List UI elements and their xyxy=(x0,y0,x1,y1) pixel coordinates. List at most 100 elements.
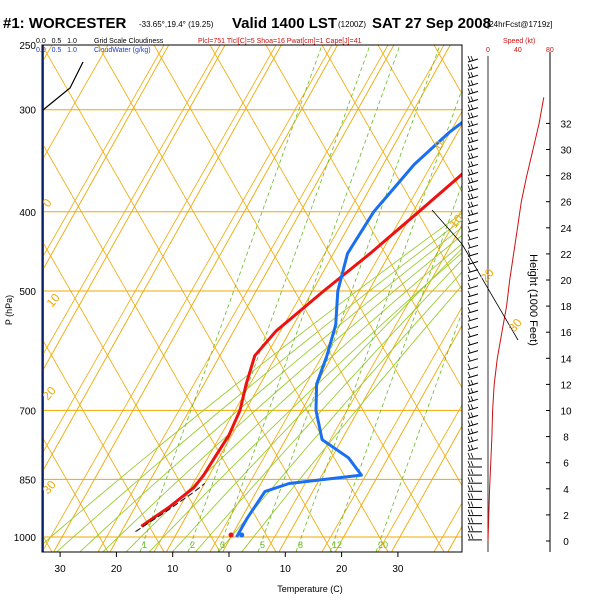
wind-barb xyxy=(468,234,478,240)
wind-barb-flag xyxy=(468,477,470,482)
wind-barb xyxy=(468,291,478,297)
isotherm-line xyxy=(223,45,507,552)
wind-barb xyxy=(468,105,478,111)
wind-barb-flag xyxy=(471,518,473,523)
wind-barb-flag xyxy=(468,80,470,85)
speed-label: Speed (kt) xyxy=(503,38,535,45)
wind-barb xyxy=(468,137,478,143)
wind-barb-flag xyxy=(468,242,470,247)
isotherm-label: 30 xyxy=(506,315,526,334)
wind-barb xyxy=(468,88,478,94)
height-tick-label: 30 xyxy=(560,146,572,157)
indices-line: Plcl=751 Tlcl[C]=5 Shoa=16 Pwat[cm]=1 Ca… xyxy=(198,38,362,45)
height-tick-label: 26 xyxy=(560,198,572,209)
wind-barb-flag xyxy=(468,453,470,458)
valid-time: Valid 1400 LST xyxy=(232,15,337,32)
y-tick-label: 250 xyxy=(19,41,36,52)
wind-barb xyxy=(468,210,478,216)
wind-barb xyxy=(468,56,478,62)
adiabat-line xyxy=(546,45,600,552)
wind-barb xyxy=(468,242,478,248)
wind-barb xyxy=(468,421,478,427)
wind-barb-flag xyxy=(471,178,473,183)
wind-barb xyxy=(468,186,478,192)
wind-barb-flag xyxy=(468,493,470,498)
wind-barb-flag xyxy=(471,88,473,93)
wind-barb xyxy=(468,372,478,378)
wind-barb-flag xyxy=(468,169,470,174)
wind-barb-flag xyxy=(468,340,470,345)
wind-barb-flag xyxy=(468,429,470,434)
utc-time: (1200Z) xyxy=(338,20,366,29)
wind-barb xyxy=(468,477,482,483)
x-tick-label: 20 xyxy=(111,564,123,575)
wind-barb-flag xyxy=(468,72,470,77)
height-tick-label: 14 xyxy=(560,354,572,365)
wind-barb xyxy=(468,502,482,508)
wind-barb-flag xyxy=(468,485,470,490)
mixing-ratio-label: 12 xyxy=(332,540,342,550)
y-axis-label: P (hPa) xyxy=(4,295,14,325)
wind-barb-flag xyxy=(468,372,470,377)
wind-barb xyxy=(468,218,478,224)
wind-barb-flag xyxy=(471,161,473,166)
wind-barb xyxy=(468,307,478,313)
wind-barb-flag xyxy=(471,105,473,110)
wind-barb-flag xyxy=(468,137,470,142)
isotherm-line xyxy=(504,45,600,552)
adiabat-line xyxy=(322,45,600,552)
wind-barb-flag xyxy=(468,437,470,442)
wind-barb-flag xyxy=(468,267,470,272)
wind-barb-flag xyxy=(471,485,473,490)
wind-barb xyxy=(468,534,482,540)
wind-barb-flag xyxy=(471,97,473,102)
wind-barb-flag xyxy=(468,364,470,369)
x-axis-label: Temperature (C) xyxy=(277,584,343,594)
wind-barb-flag xyxy=(471,429,473,434)
wind-barb-flag xyxy=(468,518,470,523)
height-tick-label: 6 xyxy=(563,459,569,470)
station-coords: -33.65°,19.4° (19.25) xyxy=(139,20,214,29)
wind-barb-flag xyxy=(468,145,470,150)
wind-barb xyxy=(468,453,482,459)
wind-barb xyxy=(468,331,478,337)
wind-barb xyxy=(468,469,482,475)
wind-barb xyxy=(468,404,478,410)
wind-barb xyxy=(468,323,478,329)
height-axis-label: Height (1000 Feet) xyxy=(527,254,539,346)
wind-barb xyxy=(468,169,478,175)
wind-barb-flag xyxy=(471,80,473,85)
wind-barb-flag xyxy=(468,445,470,450)
wind-barb-flag xyxy=(471,510,473,515)
wind-barb xyxy=(468,380,478,386)
wind-barb-flag xyxy=(468,178,470,183)
wind-barb-flag xyxy=(471,210,473,215)
wind-barb-flag xyxy=(468,186,470,191)
adiabat-line xyxy=(0,45,276,552)
plot-area xyxy=(0,45,600,554)
isotherm-label: 20 xyxy=(478,265,498,284)
wind-barb-flag xyxy=(468,259,470,264)
adiabat-line xyxy=(490,45,600,552)
wind-barb-flag xyxy=(468,275,470,280)
wind-barb-flag xyxy=(468,161,470,166)
wind-barb-flag xyxy=(468,412,470,417)
wind-barb-flag xyxy=(471,421,473,426)
wind-barb-flag xyxy=(468,526,470,531)
wind-barb-flag xyxy=(468,315,470,320)
wind-barb-flag xyxy=(468,283,470,288)
adiabat-line xyxy=(322,45,600,552)
wind-barb xyxy=(468,113,478,119)
wind-barb xyxy=(468,461,482,467)
wind-barb xyxy=(468,437,478,443)
height-tick-label: 8 xyxy=(563,433,569,444)
wind-barb-flag xyxy=(471,121,473,126)
grid-cloudiness-line xyxy=(43,62,83,110)
wind-barb-flag xyxy=(468,388,470,393)
wind-barb-flag xyxy=(471,526,473,531)
wind-barb xyxy=(468,283,478,289)
wind-barb xyxy=(468,202,478,208)
wind-barb-flag xyxy=(468,461,470,466)
height-tick-label: 24 xyxy=(560,224,572,235)
isotherm-label: 10 xyxy=(44,290,64,309)
